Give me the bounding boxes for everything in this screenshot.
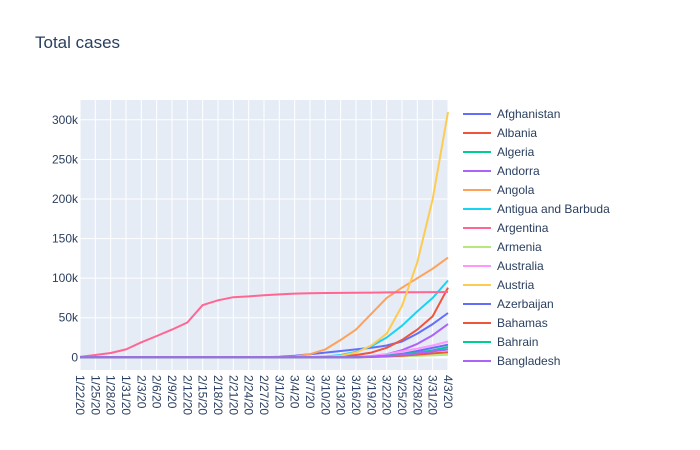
legend-label: Azerbaijan: [497, 297, 554, 311]
legend-label: Bahamas: [497, 316, 548, 330]
x-tick-label: 3/4/20: [288, 375, 302, 409]
legend-label: Armenia: [497, 240, 542, 254]
series-lines: [79, 111, 449, 359]
legend-label: Bahrain: [497, 335, 538, 349]
legend-item-andorra[interactable]: Andorra: [463, 164, 540, 178]
legend-item-bahamas[interactable]: Bahamas: [463, 316, 548, 330]
x-tick-label: 2/18/20: [211, 375, 225, 415]
legend-label: Australia: [497, 259, 544, 273]
legend-label: Angola: [497, 183, 535, 197]
legend-label: Albania: [497, 126, 537, 140]
y-axis-ticks: 0 50k 100k 150k 200k 250k 300k: [52, 113, 79, 365]
x-tick-label: 2/24/20: [242, 375, 256, 415]
legend-item-angola[interactable]: Angola: [463, 183, 535, 197]
legend-item-bangladesh[interactable]: Bangladesh: [463, 354, 560, 368]
y-tick-label: 50k: [59, 311, 79, 325]
legend-item-albania[interactable]: Albania: [463, 126, 537, 140]
legend-item-algeria[interactable]: Algeria: [463, 145, 535, 159]
legend-label: Algeria: [497, 145, 535, 159]
chart-title: Total cases: [35, 33, 121, 52]
x-tick-label: 2/27/20: [257, 375, 271, 415]
x-tick-label: 3/25/20: [395, 375, 409, 415]
y-tick-label: 250k: [52, 152, 79, 166]
x-tick-label: 3/28/20: [410, 375, 424, 415]
x-tick-label: 3/22/20: [380, 375, 394, 415]
legend-label: Afghanistan: [497, 107, 560, 121]
x-tick-label: 3/7/20: [303, 375, 317, 409]
x-tick-label: 3/1/20: [272, 375, 286, 409]
y-tick-label: 0: [71, 350, 78, 364]
legend-item-bahrain[interactable]: Bahrain: [463, 335, 538, 349]
x-tick-label: 2/6/20: [150, 375, 164, 409]
x-tick-label: 3/19/20: [364, 375, 378, 415]
legend-label: Austria: [497, 278, 535, 292]
y-tick-label: 100k: [52, 271, 79, 285]
x-tick-label: 1/31/20: [119, 375, 133, 415]
x-tick-label: 1/25/20: [88, 375, 102, 415]
legend-item-argentina[interactable]: Argentina: [463, 221, 549, 235]
x-tick-label: 2/9/20: [165, 375, 179, 409]
legend-label: Bangladesh: [497, 354, 560, 368]
x-tick-label: 1/28/20: [104, 375, 118, 415]
x-tick-label: 3/31/20: [426, 375, 440, 415]
x-tick-label: 1/22/20: [73, 375, 87, 415]
series-line-bangladesh: [80, 348, 449, 359]
x-tick-label: 3/13/20: [334, 375, 348, 415]
legend-item-afghanistan[interactable]: Afghanistan: [463, 107, 560, 121]
y-tick-label: 200k: [52, 192, 79, 206]
series-line-argentina: [79, 291, 449, 358]
legend-item-australia[interactable]: Australia: [463, 259, 544, 273]
x-tick-label: 2/3/20: [134, 375, 148, 409]
x-tick-label: 3/16/20: [349, 375, 363, 415]
y-tick-label: 150k: [52, 232, 79, 246]
legend-item-armenia[interactable]: Armenia: [463, 240, 542, 254]
y-tick-label: 300k: [52, 113, 79, 127]
x-tick-label: 4/3/20: [441, 375, 455, 409]
legend-item-antigua-and-barbuda[interactable]: Antigua and Barbuda: [463, 202, 610, 216]
legend-label: Andorra: [497, 164, 540, 178]
legend-item-azerbaijan[interactable]: Azerbaijan: [463, 297, 554, 311]
legend-label: Argentina: [497, 221, 549, 235]
legend-item-austria[interactable]: Austria: [463, 278, 535, 292]
legend-label: Antigua and Barbuda: [497, 202, 610, 216]
x-tick-label: 2/12/20: [180, 375, 194, 415]
x-tick-label: 3/10/20: [318, 375, 332, 415]
legend[interactable]: Afghanistan Albania Algeria Andorra Angola An…: [463, 107, 610, 368]
x-tick-label: 2/21/20: [226, 375, 240, 415]
x-tick-label: 2/15/20: [196, 375, 210, 415]
x-axis-ticks: 1/22/20 1/25/20 1/28/20 1/31/20 2/3/20 2/6/20…: [73, 375, 455, 415]
